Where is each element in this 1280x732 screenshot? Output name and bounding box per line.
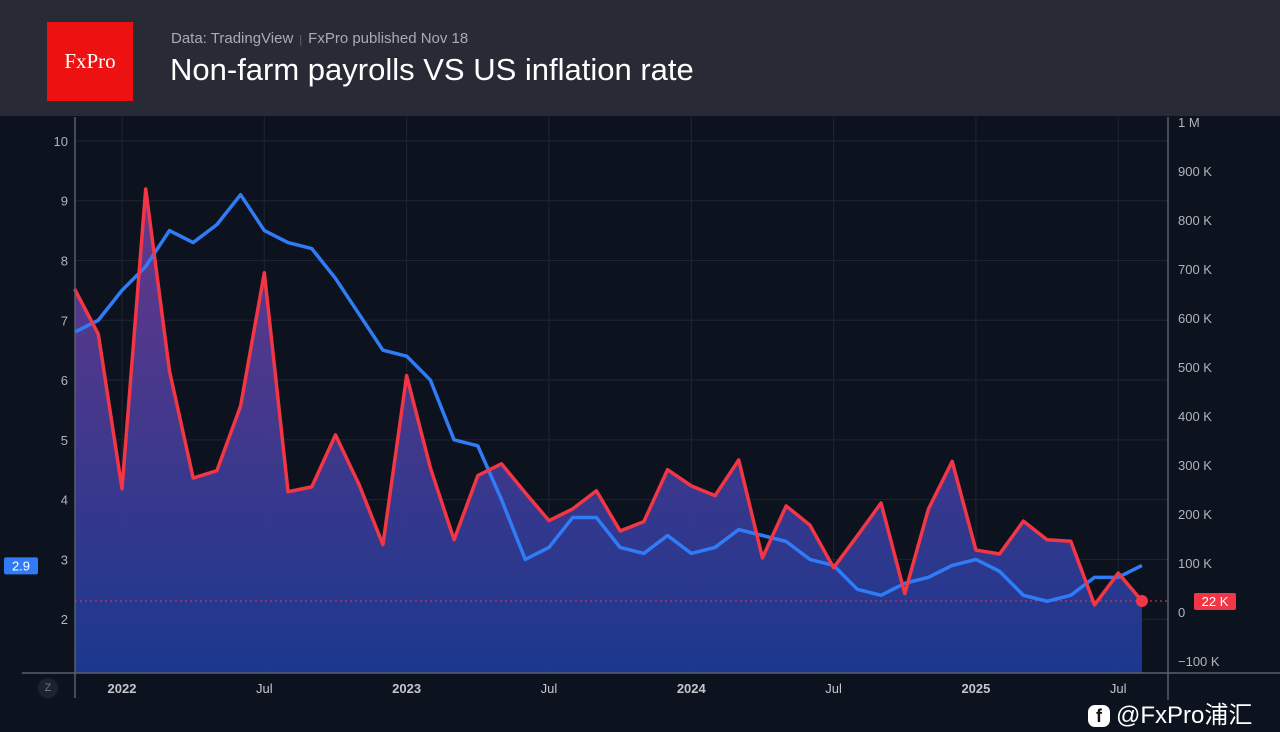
right-tick-label: 400 K — [1178, 409, 1212, 424]
x-tick-label: 2023 — [392, 681, 421, 696]
published-date: FxPro published Nov 18 — [308, 30, 469, 47]
right-tick-label: 500 K — [1178, 360, 1212, 375]
subtitle: Data: TradingView | FxPro published Nov 18 — [171, 30, 468, 47]
inflation-value-badge — [4, 557, 38, 575]
x-tick-label: 2024 — [677, 681, 707, 696]
left-tick-label: 9 — [61, 194, 68, 209]
data-source: Data: TradingView — [171, 30, 294, 47]
x-tick-label: Jul — [541, 681, 558, 696]
payrolls-area — [74, 189, 1142, 674]
brand-icon: f — [1088, 705, 1110, 727]
right-tick-label: 600 K — [1178, 311, 1212, 326]
x-tick-label: 2025 — [961, 681, 990, 696]
inflation-value-label: 2.9 — [12, 558, 30, 573]
x-tick-label: Jul — [256, 681, 273, 696]
left-tick-label: 7 — [61, 313, 68, 328]
right-tick-label: −100 K — [1178, 654, 1220, 669]
right-tick-label: 100 K — [1178, 556, 1212, 571]
payrolls-value-badge — [1194, 592, 1236, 610]
chart-header: FxPro Data: TradingView | FxPro published … — [0, 0, 1280, 116]
left-tick-label: 8 — [61, 253, 68, 268]
zoom-reset-button[interactable]: Z — [38, 678, 58, 698]
right-tick-label: 1 M — [1178, 115, 1200, 130]
right-tick-label: 0 — [1178, 605, 1185, 620]
logo-text: FxPro — [64, 49, 116, 73]
x-tick-label: 2022 — [108, 681, 137, 696]
left-tick-label: 2 — [61, 612, 68, 627]
fxpro-logo: FxPro — [47, 22, 133, 101]
chart-title: Non-farm payrolls VS US inflation rate — [170, 52, 694, 87]
left-tick-label: 4 — [61, 493, 68, 508]
watermark-text: @FxPro浦汇 — [1116, 702, 1253, 729]
left-tick-label: 10 — [54, 134, 68, 149]
right-tick-label: 700 K — [1178, 262, 1212, 277]
left-tick-label: 6 — [61, 373, 68, 388]
right-tick-label: 900 K — [1178, 164, 1212, 179]
left-tick-label: 3 — [61, 552, 68, 567]
right-tick-label: 200 K — [1178, 507, 1212, 522]
separator: | — [299, 34, 303, 46]
watermark: f @FxPro浦汇 — [1088, 702, 1252, 730]
right-tick-label: 800 K — [1178, 213, 1212, 228]
x-tick-label: Jul — [825, 681, 842, 696]
payrolls-line — [73, 187, 1144, 607]
x-tick-label: Jul — [1110, 681, 1127, 696]
payrolls-last-point — [1135, 594, 1148, 607]
payrolls-value-label: 22 K — [1202, 594, 1229, 609]
inflation-line — [73, 192, 1143, 604]
left-tick-label: 5 — [61, 433, 68, 448]
right-tick-label: 300 K — [1178, 458, 1212, 473]
